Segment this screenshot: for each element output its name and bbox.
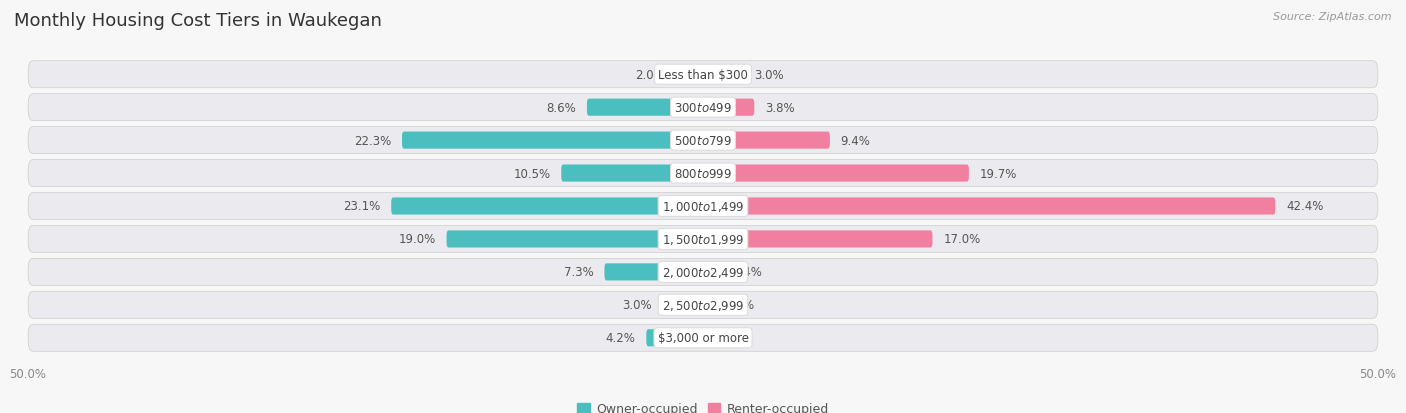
FancyBboxPatch shape	[28, 325, 1378, 351]
FancyBboxPatch shape	[703, 100, 754, 116]
Text: 42.4%: 42.4%	[1286, 200, 1323, 213]
FancyBboxPatch shape	[605, 263, 703, 281]
Text: 3.0%: 3.0%	[621, 299, 652, 311]
FancyBboxPatch shape	[703, 66, 744, 83]
FancyBboxPatch shape	[28, 127, 1378, 154]
Text: $1,000 to $1,499: $1,000 to $1,499	[662, 199, 744, 214]
Text: $1,500 to $1,999: $1,500 to $1,999	[662, 233, 744, 246]
Text: 8.6%: 8.6%	[547, 102, 576, 114]
FancyBboxPatch shape	[28, 62, 1378, 88]
Text: 7.3%: 7.3%	[564, 266, 593, 279]
Text: 22.3%: 22.3%	[354, 134, 391, 147]
FancyBboxPatch shape	[28, 226, 1378, 253]
Text: 9.4%: 9.4%	[841, 134, 870, 147]
Text: 17.0%: 17.0%	[943, 233, 980, 246]
Text: 19.7%: 19.7%	[980, 167, 1017, 180]
FancyBboxPatch shape	[703, 263, 721, 281]
Text: $800 to $999: $800 to $999	[673, 167, 733, 180]
Text: 0.7%: 0.7%	[723, 332, 754, 344]
FancyBboxPatch shape	[402, 132, 703, 150]
Text: $500 to $799: $500 to $799	[673, 134, 733, 147]
FancyBboxPatch shape	[662, 297, 703, 313]
FancyBboxPatch shape	[28, 160, 1378, 187]
FancyBboxPatch shape	[28, 259, 1378, 286]
FancyBboxPatch shape	[676, 66, 703, 83]
FancyBboxPatch shape	[703, 165, 969, 182]
FancyBboxPatch shape	[703, 297, 706, 313]
Text: 23.1%: 23.1%	[343, 200, 381, 213]
FancyBboxPatch shape	[703, 330, 713, 347]
FancyBboxPatch shape	[28, 292, 1378, 318]
FancyBboxPatch shape	[703, 132, 830, 150]
Text: Less than $300: Less than $300	[658, 69, 748, 81]
FancyBboxPatch shape	[28, 95, 1378, 121]
FancyBboxPatch shape	[703, 198, 1275, 215]
Text: $300 to $499: $300 to $499	[673, 102, 733, 114]
FancyBboxPatch shape	[561, 165, 703, 182]
Text: 10.5%: 10.5%	[513, 167, 551, 180]
Text: 19.0%: 19.0%	[398, 233, 436, 246]
Text: 4.2%: 4.2%	[606, 332, 636, 344]
Text: Monthly Housing Cost Tiers in Waukegan: Monthly Housing Cost Tiers in Waukegan	[14, 12, 382, 30]
FancyBboxPatch shape	[447, 231, 703, 248]
FancyBboxPatch shape	[28, 193, 1378, 220]
Legend: Owner-occupied, Renter-occupied: Owner-occupied, Renter-occupied	[572, 397, 834, 413]
FancyBboxPatch shape	[391, 198, 703, 215]
Text: 0.23%: 0.23%	[717, 299, 754, 311]
Text: $2,000 to $2,499: $2,000 to $2,499	[662, 265, 744, 279]
FancyBboxPatch shape	[647, 330, 703, 347]
Text: 2.0%: 2.0%	[636, 69, 665, 81]
Text: Source: ZipAtlas.com: Source: ZipAtlas.com	[1274, 12, 1392, 22]
Text: 3.8%: 3.8%	[765, 102, 794, 114]
Text: $2,500 to $2,999: $2,500 to $2,999	[662, 298, 744, 312]
Text: $3,000 or more: $3,000 or more	[658, 332, 748, 344]
FancyBboxPatch shape	[586, 100, 703, 116]
Text: 1.4%: 1.4%	[733, 266, 762, 279]
Text: 3.0%: 3.0%	[754, 69, 785, 81]
FancyBboxPatch shape	[703, 231, 932, 248]
